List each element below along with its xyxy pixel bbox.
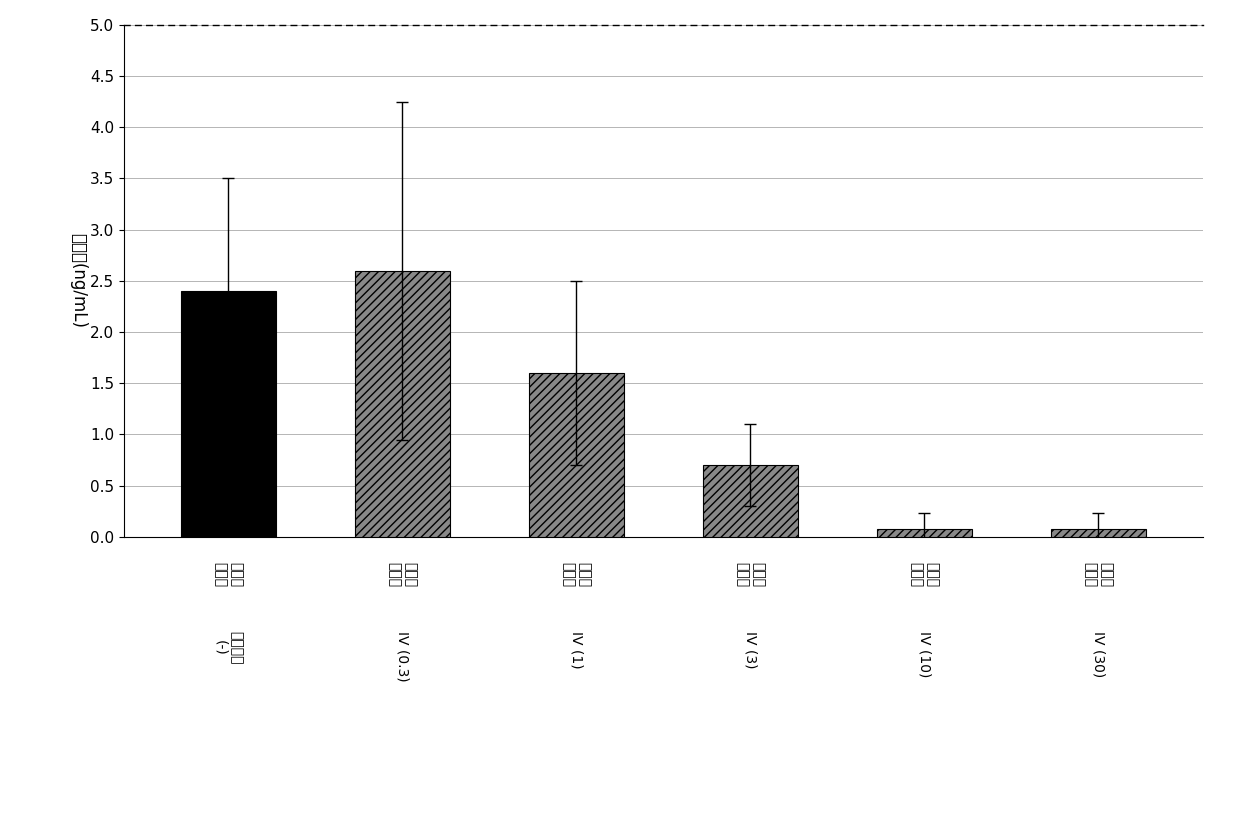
Text: IV (0.3): IV (0.3)	[396, 631, 409, 682]
Bar	[528, 373, 624, 537]
Bar	[181, 291, 277, 537]
Bar	[355, 271, 450, 537]
Bar	[1050, 529, 1146, 537]
Bar	[877, 529, 972, 537]
Text: 発情期
黄体期: 発情期 黄体期	[1084, 562, 1114, 587]
Y-axis label: 濃度　(ng/mL): 濃度 (ng/mL)	[69, 233, 87, 329]
Text: IV (1): IV (1)	[569, 631, 583, 669]
Text: IV (10): IV (10)	[918, 631, 931, 677]
Text: 発情期
黄体期: 発情期 黄体期	[213, 562, 243, 587]
Bar	[703, 465, 799, 537]
Text: IV (30): IV (30)	[1091, 631, 1105, 677]
Text: 発情期
黄体期: 発情期 黄体期	[735, 562, 765, 587]
Text: 発情期
黄体期: 発情期 黄体期	[562, 562, 591, 587]
Text: 発情期
黄体期: 発情期 黄体期	[909, 562, 940, 587]
Text: IV (3): IV (3)	[744, 631, 758, 669]
Text: 陰性対照
(-): 陰性対照 (-)	[213, 631, 243, 665]
Text: 発情期
黄体期: 発情期 黄体期	[387, 562, 418, 587]
